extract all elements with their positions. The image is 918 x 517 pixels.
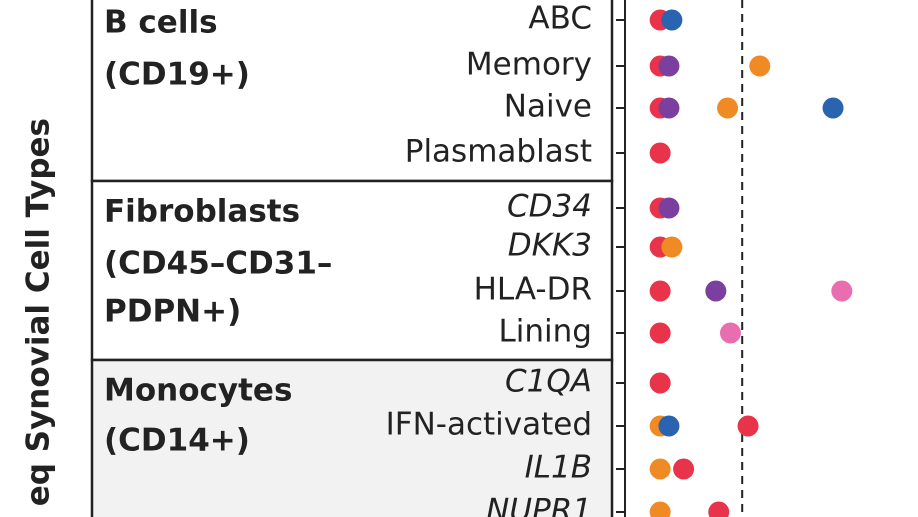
category-label: Naive bbox=[504, 89, 592, 125]
dot bbox=[831, 280, 853, 302]
dot bbox=[705, 280, 727, 302]
category-label: IFN-activated bbox=[386, 407, 592, 443]
group-label: (CD14+) bbox=[104, 423, 250, 459]
dot bbox=[822, 97, 844, 119]
dot bbox=[661, 236, 683, 258]
category-label: HLA-DR bbox=[474, 272, 592, 308]
dot bbox=[658, 55, 680, 77]
group-boxes bbox=[90, 0, 614, 517]
dot bbox=[719, 322, 741, 344]
dot bbox=[649, 372, 671, 394]
group-box bbox=[90, 179, 614, 362]
dot bbox=[673, 458, 695, 480]
dot bbox=[737, 415, 759, 437]
category-label: C1QA bbox=[505, 364, 592, 400]
group-box bbox=[90, 0, 614, 183]
group-box bbox=[90, 358, 614, 517]
y-axis-title: eq Synovial Cell Types bbox=[21, 118, 57, 506]
dot bbox=[661, 9, 683, 31]
category-label: Memory bbox=[466, 47, 592, 83]
dot bbox=[658, 415, 680, 437]
dot bbox=[649, 458, 671, 480]
group-label: Fibroblasts bbox=[104, 194, 300, 230]
category-label: NUPR1 bbox=[486, 493, 592, 517]
category-label: Plasmablast bbox=[405, 134, 592, 170]
dot bbox=[708, 501, 730, 517]
category-label: ABC bbox=[528, 1, 592, 37]
dot bbox=[649, 142, 671, 164]
dot bbox=[749, 55, 771, 77]
dot bbox=[649, 280, 671, 302]
dot bbox=[649, 322, 671, 344]
group-label: PDPN+) bbox=[104, 294, 241, 330]
category-label: DKK3 bbox=[508, 228, 592, 264]
category-label: IL1B bbox=[525, 450, 592, 486]
dot bbox=[658, 197, 680, 219]
group-label: Monocytes bbox=[104, 373, 292, 409]
dot bbox=[649, 501, 671, 517]
dot bbox=[717, 97, 739, 119]
dot bbox=[658, 97, 680, 119]
group-label: B cells bbox=[104, 5, 218, 41]
group-label: (CD19+) bbox=[104, 57, 250, 93]
group-label: (CD45–CD31– bbox=[104, 246, 332, 282]
category-label: Lining bbox=[499, 314, 592, 350]
category-label: CD34 bbox=[507, 189, 592, 225]
